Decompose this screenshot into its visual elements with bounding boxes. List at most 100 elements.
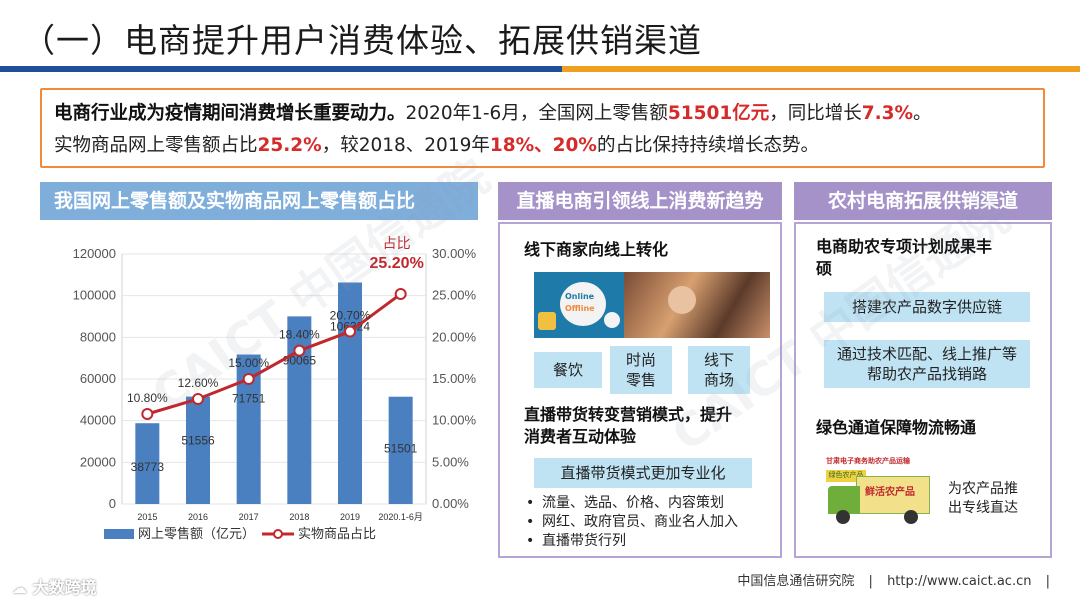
bar [287, 316, 312, 504]
summary-line-2: 实物商品网上零售额占比25.2%，较2018、2019年18%、20%的占比保持… [54, 130, 1031, 162]
summary-text: 实物商品网上零售额占比 [54, 135, 258, 156]
pct-label: 12.60% [178, 376, 219, 390]
list-item: 流量、选品、价格、内容策划 [524, 494, 738, 513]
bar [388, 396, 413, 504]
right-panel-header: 农村电商拓展供销渠道 [794, 182, 1052, 220]
mid-bullet-list: 流量、选品、价格、内容策划 网红、政府官员、商业名人加入 直播带货行列 [524, 494, 738, 551]
list-item: 网红、政府官员、商业名人加入 [524, 513, 738, 532]
footer-org: 中国信息通信研究院 [737, 574, 855, 589]
category-box-mall: 线下 商场 [688, 346, 750, 394]
divider-orange [561, 66, 1080, 72]
right-subtitle-2: 绿色通道保障物流畅通 [816, 418, 977, 437]
cart-icon [604, 312, 620, 328]
summary-text: ，同比增长 [769, 103, 862, 124]
left-tick-label: 120000 [73, 246, 116, 261]
pct-label: 15.00% [228, 356, 269, 370]
truck-wheel [836, 510, 850, 524]
right-subtitle-1-line2: 硕 [816, 259, 833, 278]
truck-wheel [904, 510, 918, 524]
x-tick-label: 2020.1-6月 [378, 512, 423, 522]
legend-swatch-point [273, 529, 283, 539]
right-tick-label: 15.00% [432, 371, 477, 386]
pct-label: 18.40% [279, 328, 320, 342]
right-panel: 电商助农专项计划成果丰 硕 搭建农产品数字供应链 通过技术匹配、线上推广等 帮助… [794, 222, 1052, 558]
bar-value-label: 51501 [384, 442, 418, 456]
share-point [141, 408, 154, 420]
share-point [192, 393, 204, 405]
person-face [668, 286, 696, 314]
summary-value: 18%、20% [489, 135, 597, 156]
promotion-box-line1: 通过技术匹配、线上推广等 [836, 345, 1017, 363]
promotion-box-line2: 帮助农产品找销路 [866, 365, 987, 383]
online-label: Online [565, 292, 595, 301]
share-line [146, 292, 402, 416]
pct-label: 20.70% [330, 309, 371, 323]
truck-cab [828, 486, 860, 514]
mid-subtitle-2: 直播带货转变营销模式，提升 消费者互动体验 [524, 404, 732, 448]
summary-text: 。 [913, 103, 932, 124]
livestream-photo [624, 272, 770, 338]
truck-illustration: 甘肃电子商务助农产品运输 绿色农产品 鲜活农产品 [826, 456, 934, 526]
shop-icon [538, 312, 556, 330]
annotation-label: 占比 [383, 235, 411, 251]
footer-separator: | [1045, 574, 1050, 589]
share-point [242, 373, 255, 385]
chart-container: 0 20000 40000 60000 80000 100000 120000 0.00% 5.… [40, 222, 478, 562]
legend-swatch-bar [104, 529, 134, 539]
offline-label: Offline [565, 304, 595, 313]
brand-text: 大数跨境 [32, 578, 97, 597]
pct-label: 10.80% [127, 391, 168, 405]
truck-body: 鲜活农产品 [856, 476, 930, 514]
right-tick-label: 25.00% [432, 288, 477, 303]
summary-value: 7.3% [861, 103, 914, 124]
right-subtitle-1: 电商助农专项计划成果丰 硕 [816, 236, 992, 280]
x-tick-label: 2015 [137, 512, 157, 522]
mid-panel: 线下商家向线上转化 Online Offline 餐饮 时尚 零售 线下 商场 … [498, 222, 782, 558]
bar [135, 423, 160, 504]
mid-subtitle-2-line1: 直播带货转变营销模式，提升 [524, 405, 733, 424]
right-subtitle-1-line1: 电商助农专项计划成果丰 [816, 237, 993, 256]
list-item-text: 直播带货行列 [542, 533, 626, 549]
left-tick-label: 40000 [80, 413, 116, 428]
truck-caption-line1: 为农产品推 [948, 481, 1018, 497]
summary-lead: 电商行业成为疫情期间消费增长重要动力。 [54, 103, 406, 124]
right-tick-label: 30.00% [432, 246, 477, 261]
bar-value-label: 71751 [232, 392, 266, 406]
truck-caption-line2: 出专线直达 [948, 500, 1018, 516]
divider-blue [0, 66, 562, 72]
summary-text: ，较2018、2019年 [321, 135, 490, 156]
mid-panel-header: 直播电商引领线上消费新趋势 [498, 182, 782, 220]
right-tick-label: 20.00% [432, 329, 477, 344]
share-point [344, 325, 356, 338]
page-title: （一）电商提升用户消费体验、拓展供销渠道 [22, 21, 702, 60]
left-tick-label: 80000 [80, 329, 116, 344]
title-divider [0, 66, 1080, 72]
share-point [394, 288, 407, 300]
truck-caption: 为农产品推 出专线直达 [948, 480, 1018, 518]
left-tick-label: 20000 [80, 454, 116, 469]
x-tick-label: 2019 [340, 512, 360, 522]
legend-label: 实物商品占比 [298, 526, 376, 541]
supply-chain-box: 搭建农产品数字供应链 [824, 292, 1030, 322]
left-tick-label: 60000 [80, 371, 116, 386]
category-box-dining: 餐饮 [534, 352, 602, 388]
list-item-cont: 直播带货行列 [524, 532, 738, 551]
online-offline-graphic: Online Offline [534, 272, 624, 338]
bar [338, 282, 362, 504]
left-tick-label: 100000 [73, 288, 116, 303]
bar-value-label: 38773 [131, 460, 165, 474]
share-point [293, 344, 306, 357]
annotation-value: 25.20% [370, 255, 424, 272]
summary-text: 2020年1-6月，全国网上零售额 [405, 103, 668, 124]
summary-value: 25.2% [257, 135, 322, 156]
footer-url[interactable]: http://www.caict.ac.cn [887, 574, 1032, 589]
x-tick-label: 2017 [239, 512, 259, 522]
online-offline-illustration: Online Offline [534, 272, 770, 338]
truck-side-label: 鲜活农产品 [865, 487, 915, 498]
bar-value-label: 51556 [181, 434, 215, 448]
summary-value: 51501亿元 [667, 103, 770, 124]
x-tick-label: 2016 [188, 512, 208, 522]
truck-banner: 甘肃电子商务助农产品运输 [826, 456, 934, 467]
live-mode-box: 直播带货模式更加专业化 [534, 458, 752, 488]
summary-box: 电商行业成为疫情期间消费增长重要动力。2020年1-6月，全国网上零售额5150… [40, 88, 1045, 168]
